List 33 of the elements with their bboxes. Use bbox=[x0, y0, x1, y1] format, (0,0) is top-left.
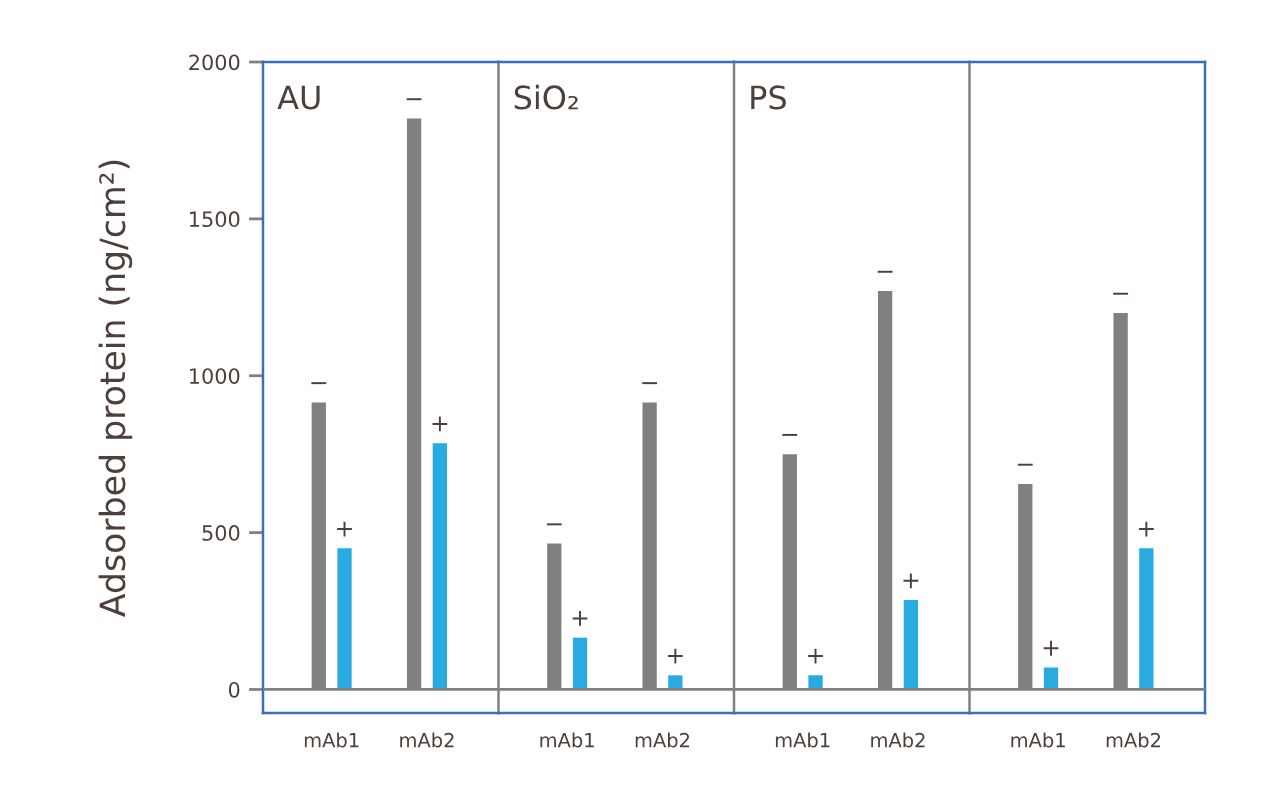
x-tick-label: mAb2 bbox=[1106, 732, 1161, 748]
series-label: + bbox=[572, 611, 588, 626]
y-tick-label: 2000 bbox=[189, 54, 240, 71]
x-tick-label: mAb1 bbox=[1011, 732, 1065, 748]
y-axis-title: Adsorbed protein (ng/cm²) bbox=[98, 160, 133, 617]
series-label: + bbox=[808, 648, 823, 664]
x-tick-label: mAb2 bbox=[871, 732, 925, 748]
series-label: − bbox=[311, 382, 327, 385]
x-tick-label: mAb2 bbox=[635, 732, 690, 748]
y-tick-label: 500 bbox=[202, 525, 240, 541]
text: + bbox=[667, 648, 683, 664]
text: − bbox=[406, 98, 422, 101]
y-tick-label: 0 bbox=[228, 681, 240, 698]
series-label: − bbox=[546, 523, 562, 526]
text: + bbox=[903, 573, 919, 589]
text: PS bbox=[751, 85, 786, 110]
text: AU bbox=[277, 85, 320, 110]
series-label: − bbox=[1017, 463, 1033, 466]
x-tick-label: mAb2 bbox=[400, 732, 454, 748]
text: − bbox=[1113, 292, 1129, 295]
text: − bbox=[642, 382, 658, 385]
text: SiO₂ bbox=[514, 84, 578, 110]
text: − bbox=[877, 270, 893, 273]
x-tick-label: mAb1 bbox=[304, 732, 359, 748]
text: + bbox=[337, 521, 352, 537]
y-tick-label: 1000 bbox=[190, 368, 240, 384]
x-tick-label: mAb1 bbox=[540, 732, 594, 748]
series-label: − bbox=[782, 433, 798, 436]
text: + bbox=[1138, 521, 1154, 537]
series-label: + bbox=[432, 416, 448, 432]
x-tick-label: mAb1 bbox=[775, 732, 830, 748]
series-label: + bbox=[1043, 640, 1059, 656]
y-tick-label: 1500 bbox=[190, 211, 240, 228]
